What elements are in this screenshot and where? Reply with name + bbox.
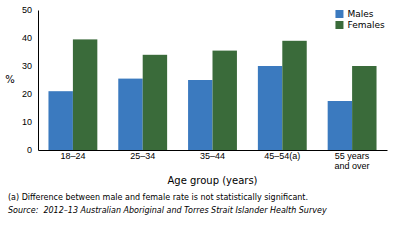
bars (48, 39, 376, 150)
x-tick: 25–34 (130, 150, 155, 161)
x-tick-label-line: 55 years (335, 151, 370, 161)
x-tick-label-line: 45–54(a) (264, 151, 300, 161)
chart: 0 10 20 30 40 50 18–24 25–34 35–44 45–54(a) 55 yea… (0, 0, 397, 227)
bar (352, 66, 376, 150)
legend-swatch (335, 10, 343, 18)
x-tick-label-line: 25–34 (130, 151, 155, 161)
bar (143, 55, 167, 150)
y-tick: 10 (22, 117, 38, 127)
footnote: (a) Difference between male and female r… (8, 193, 308, 202)
x-tick-label-line: and over (335, 161, 370, 171)
y-tick-label: 10 (22, 117, 32, 127)
plot: 0 10 20 30 40 50 18–24 25–34 35–44 45–54(a) 55 yea… (5, 5, 387, 186)
legend-label: Males (347, 9, 373, 19)
legend: MalesFemales (335, 9, 385, 30)
y-tick: 50 (22, 5, 38, 15)
y-tick-label: 30 (22, 61, 32, 71)
footnote: Source: 2012–13 Australian Aboriginal an… (8, 206, 327, 215)
legend-item: Females (335, 20, 385, 30)
y-tick: 40 (22, 33, 38, 43)
y-axis-line (38, 11, 39, 151)
y-tick-label: 0 (27, 145, 32, 155)
x-axis-title: Age group (years) (167, 175, 257, 186)
bar (188, 80, 212, 150)
bar (48, 91, 72, 150)
bar (213, 51, 237, 150)
legend-label: Females (347, 20, 385, 30)
y-tick-label: 20 (22, 89, 32, 99)
x-tick: 35–44 (200, 150, 225, 161)
legend-item: Males (335, 9, 373, 19)
bar (118, 79, 142, 150)
x-tick-label-line: 35–44 (200, 151, 225, 161)
x-tick-label: 45–54(a) (264, 151, 300, 161)
x-tick-label: 18–24 (60, 151, 85, 161)
y-tick: 20 (22, 89, 38, 99)
x-tick-label: 25–34 (130, 151, 155, 161)
y-tick-label: 50 (22, 5, 32, 15)
y-tick: 30 (22, 61, 38, 71)
x-tick: 55 yearsand over (335, 150, 370, 171)
x-axis: 18–24 25–34 35–44 45–54(a) 55 yearsand over (39, 150, 388, 171)
bar (73, 39, 97, 150)
bar (328, 101, 352, 150)
y-tick-label: 40 (22, 33, 32, 43)
x-tick: 45–54(a) (264, 150, 300, 161)
y-axis: 0 10 20 30 40 50 (22, 5, 39, 155)
y-axis-title: % (5, 74, 15, 85)
x-tick: 18–24 (60, 150, 85, 161)
x-tick-label-line: 18–24 (60, 151, 85, 161)
bar (258, 66, 282, 150)
x-tick-label: 35–44 (200, 151, 225, 161)
legend-swatch (335, 21, 343, 29)
x-tick-label: 55 yearsand over (335, 151, 370, 171)
bar (282, 41, 306, 150)
y-tick: 0 (27, 145, 38, 155)
